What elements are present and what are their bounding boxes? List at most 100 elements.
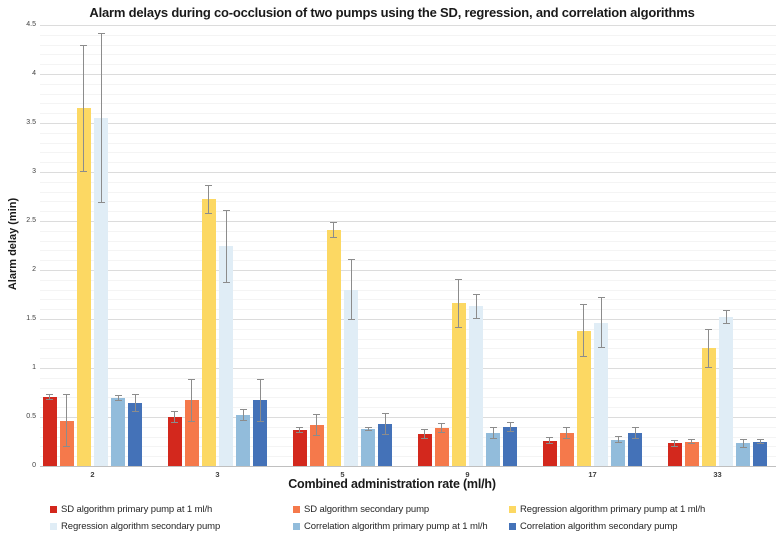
gridline — [40, 152, 776, 154]
gridline — [40, 338, 776, 340]
gridline — [40, 309, 776, 311]
error-bar-cap-bottom — [506, 430, 514, 432]
error-bar-line — [509, 421, 511, 432]
error-bar-cap-bottom — [188, 420, 196, 422]
bar — [576, 330, 591, 466]
bar — [667, 443, 682, 466]
error-bar — [330, 221, 338, 238]
gridline — [40, 289, 776, 291]
error-bar-cap-top — [688, 438, 696, 440]
error-bar-line — [191, 378, 193, 422]
error-bar-line — [708, 328, 710, 368]
error-bar-line — [424, 428, 426, 439]
gridline — [40, 358, 776, 360]
legend-swatch — [509, 523, 516, 530]
error-bar-line — [117, 395, 119, 402]
bar — [201, 199, 216, 466]
error-bar-cap-bottom — [256, 420, 264, 422]
error-bar — [171, 411, 179, 423]
gridline — [40, 44, 776, 46]
error-bar — [205, 184, 213, 215]
error-bar-cap-bottom — [239, 419, 247, 421]
gridline — [40, 436, 776, 438]
error-bar-line — [316, 414, 318, 436]
y-tick-label: 4 — [32, 70, 36, 77]
gridline — [40, 142, 776, 144]
error-bar — [347, 259, 355, 320]
legend-swatch — [293, 506, 300, 513]
gridline — [40, 407, 776, 409]
x-tick-label: 5 — [340, 470, 345, 479]
error-bar-line — [725, 310, 727, 324]
bar — [719, 317, 734, 466]
error-bar — [296, 426, 304, 433]
x-tick-label: 33 — [713, 470, 722, 479]
error-bar-cap-bottom — [546, 443, 554, 445]
gridline — [40, 74, 776, 75]
error-bar — [756, 438, 764, 445]
error-bar-cap-top — [222, 210, 230, 212]
error-bar — [688, 438, 696, 445]
bar — [628, 432, 643, 466]
error-bar-cap-top — [614, 435, 622, 437]
gridline — [40, 64, 776, 66]
error-bar — [256, 378, 264, 422]
error-bar-cap-bottom — [330, 236, 338, 238]
legend-label: SD algorithm primary pump at 1 ml/h — [61, 504, 213, 515]
error-bar — [97, 32, 105, 204]
error-bar-cap-bottom — [580, 356, 588, 358]
error-bar-line — [208, 184, 210, 215]
legend-item: Correlation algorithm primary pump at 1 … — [293, 521, 509, 532]
gridline — [40, 54, 776, 56]
error-bar — [313, 414, 321, 436]
legend-item: SD algorithm secondary pump — [293, 504, 509, 515]
error-bar-cap-bottom — [296, 431, 304, 433]
error-bar-cap-top — [188, 378, 196, 380]
error-bar-cap-top — [313, 414, 321, 416]
gridline — [40, 181, 776, 183]
error-bar-cap-bottom — [421, 437, 429, 439]
error-bar-cap-top — [330, 221, 338, 223]
bar — [111, 398, 126, 466]
error-bar-cap-bottom — [171, 421, 179, 423]
error-bar-line — [225, 210, 227, 283]
legend-swatch — [509, 506, 516, 513]
bar — [236, 415, 251, 466]
error-bar-cap-bottom — [222, 281, 230, 283]
error-bar-cap-top — [705, 328, 713, 330]
error-bar-cap-top — [489, 426, 497, 428]
error-bar-line — [83, 44, 85, 172]
gridline — [40, 240, 776, 242]
x-tick-label: 17 — [588, 470, 597, 479]
gridline — [40, 201, 776, 203]
error-bar — [671, 439, 679, 448]
legend-label: Regression algorithm secondary pump — [61, 521, 221, 532]
error-bar-cap-top — [296, 426, 304, 428]
error-bar — [46, 394, 54, 401]
error-bar-cap-bottom — [671, 446, 679, 448]
error-bar — [455, 278, 463, 328]
error-bar-cap-bottom — [722, 322, 730, 324]
error-bar — [421, 428, 429, 439]
y-tick-label: 1 — [32, 364, 36, 371]
error-bar-cap-top — [239, 409, 247, 411]
gridline — [40, 113, 776, 115]
gridline — [40, 132, 776, 134]
legend-swatch — [50, 523, 57, 530]
error-bar — [614, 435, 622, 444]
x-tick-label: 3 — [215, 470, 220, 479]
error-bar-cap-bottom — [688, 443, 696, 445]
bar — [542, 440, 557, 466]
bar — [94, 118, 109, 466]
legend-item: SD algorithm primary pump at 1 ml/h — [50, 504, 293, 515]
gridline — [40, 250, 776, 252]
error-bar-cap-bottom — [472, 317, 480, 319]
error-bar-line — [566, 426, 568, 439]
error-bar-line — [299, 426, 301, 433]
bar — [361, 428, 376, 466]
legend-label: Correlation algorithm primary pump at 1 … — [304, 521, 488, 532]
error-bar — [239, 409, 247, 421]
error-bar-cap-top — [256, 378, 264, 380]
error-bar-cap-bottom — [313, 434, 321, 436]
error-bar-cap-bottom — [347, 318, 355, 320]
